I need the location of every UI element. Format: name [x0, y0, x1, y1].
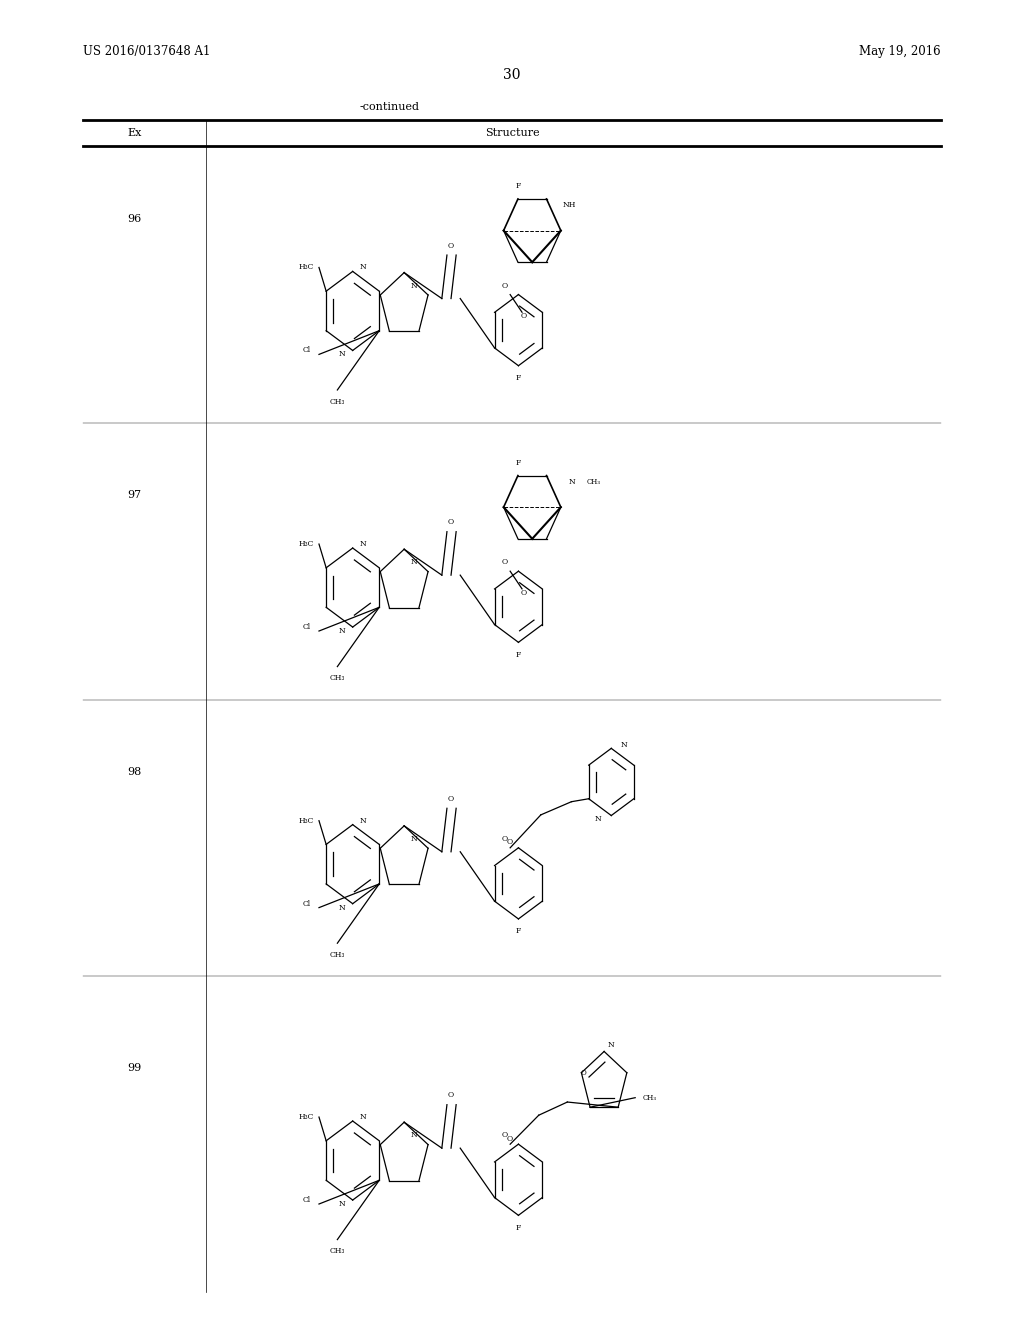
Text: N: N — [411, 558, 418, 566]
Text: F: F — [515, 182, 520, 190]
Text: 97: 97 — [127, 490, 141, 500]
Text: 98: 98 — [127, 767, 141, 777]
Text: O: O — [447, 242, 454, 249]
Text: CH₃: CH₃ — [330, 397, 345, 405]
Text: N: N — [360, 1113, 367, 1121]
Text: Ex: Ex — [127, 128, 141, 139]
Text: O: O — [447, 795, 454, 803]
Text: H₃C: H₃C — [299, 264, 314, 272]
Text: Cl: Cl — [303, 346, 311, 355]
Text: F: F — [515, 459, 520, 467]
Text: N: N — [411, 1131, 418, 1139]
Text: US 2016/0137648 A1: US 2016/0137648 A1 — [83, 45, 211, 58]
Text: O: O — [447, 1092, 454, 1100]
Text: O: O — [507, 838, 513, 846]
Text: F: F — [516, 374, 521, 383]
Text: Cl: Cl — [303, 623, 311, 631]
Text: N: N — [595, 814, 602, 822]
Text: CH₃: CH₃ — [330, 1247, 345, 1255]
Text: Structure: Structure — [484, 128, 540, 139]
Text: Cl: Cl — [303, 900, 311, 908]
Text: N: N — [339, 350, 345, 359]
Text: N: N — [360, 817, 367, 825]
Text: F: F — [516, 1224, 521, 1232]
Text: N: N — [411, 281, 418, 289]
Text: O: O — [502, 281, 508, 289]
Text: N: N — [360, 540, 367, 548]
Text: 99: 99 — [127, 1064, 141, 1073]
Text: O: O — [447, 519, 454, 527]
Text: O: O — [507, 1135, 513, 1143]
Text: H₃C: H₃C — [299, 1113, 314, 1121]
Text: F: F — [516, 928, 521, 936]
Text: N: N — [339, 1200, 345, 1208]
Text: H₃C: H₃C — [299, 817, 314, 825]
Text: N: N — [608, 1041, 614, 1049]
Text: Cl: Cl — [303, 1196, 311, 1204]
Text: O: O — [502, 836, 508, 843]
Text: H₃C: H₃C — [299, 540, 314, 548]
Text: NH: NH — [563, 201, 577, 210]
Text: 30: 30 — [503, 69, 521, 82]
Text: May 19, 2016: May 19, 2016 — [859, 45, 941, 58]
Text: CH₃: CH₃ — [642, 1094, 656, 1102]
Text: N: N — [411, 834, 418, 842]
Text: N: N — [621, 741, 628, 748]
Text: N: N — [360, 264, 367, 272]
Text: CH₃: CH₃ — [330, 675, 345, 682]
Text: O: O — [521, 589, 527, 597]
Text: -continued: -continued — [359, 102, 420, 112]
Text: 96: 96 — [127, 214, 141, 223]
Text: CH₃: CH₃ — [330, 950, 345, 960]
Text: N: N — [339, 904, 345, 912]
Text: O: O — [521, 312, 527, 321]
Text: O: O — [581, 1069, 587, 1077]
Text: N: N — [339, 627, 345, 635]
Text: CH₃: CH₃ — [587, 478, 600, 486]
Text: N: N — [569, 478, 575, 486]
Text: O: O — [502, 558, 508, 566]
Text: F: F — [516, 651, 521, 659]
Text: O: O — [502, 1131, 508, 1139]
